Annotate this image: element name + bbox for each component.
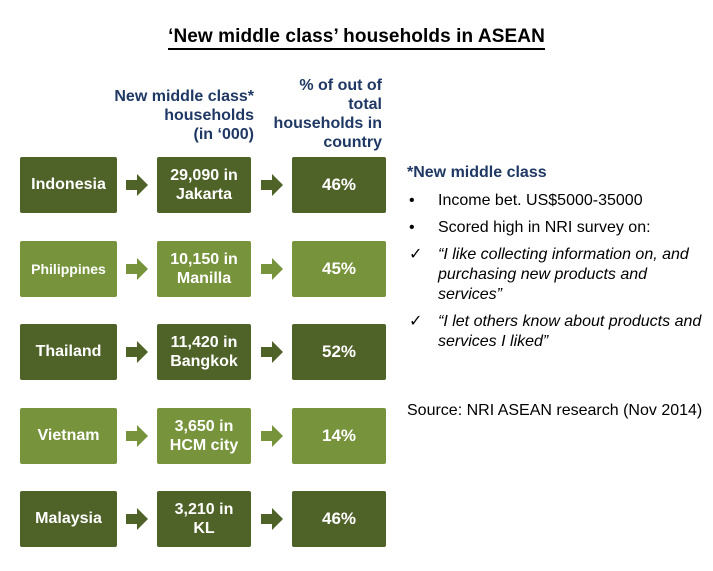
arrow-right-icon	[126, 341, 148, 363]
quote-text: “I let others know about products and se…	[438, 313, 702, 350]
arrow-right-icon	[261, 174, 283, 196]
percent-box: 45%	[292, 241, 386, 297]
checkmark-icon: ✓	[409, 313, 423, 330]
bullet-text: Income bet. US$5000-35000	[438, 192, 643, 209]
arrow-right-icon	[126, 258, 148, 280]
percent-box: 46%	[292, 491, 386, 547]
check-item: ✓ “I like collecting information on, and…	[407, 245, 707, 305]
arrow-right-icon	[261, 425, 283, 447]
percent-box: 14%	[292, 408, 386, 464]
arrow-right-icon	[261, 341, 283, 363]
source-note: Source: NRI ASEAN research (Nov 2014)	[407, 402, 703, 419]
arrow-right-icon	[126, 425, 148, 447]
households-box: 10,150 in Manilla	[157, 241, 251, 297]
arrow-right-icon	[126, 174, 148, 196]
bullet-icon: •	[409, 192, 415, 209]
row-malaysia: Malaysia 3,210 in KL 46%	[0, 491, 400, 547]
column-header-households: New middle class* households (in ‘000)	[114, 88, 254, 143]
bullet-icon: •	[409, 219, 415, 236]
arrow-right-icon	[126, 508, 148, 530]
row-thailand: Thailand 11,420 in Bangkok 52%	[0, 324, 400, 380]
arrow-right-icon	[261, 508, 283, 530]
column-header-percent: % of out of total households in country	[273, 77, 382, 151]
bullet-item: • Scored high in NRI survey on:	[407, 218, 707, 238]
percent-box: 52%	[292, 324, 386, 380]
notes-heading: *New middle class	[407, 164, 547, 181]
households-box: 3,210 in KL	[157, 491, 251, 547]
households-box: 29,090 in Jakarta	[157, 157, 251, 213]
households-box: 3,650 in HCM city	[157, 408, 251, 464]
bullet-item: • Income bet. US$5000-35000	[407, 191, 707, 211]
definition-notes: *New middle class • Income bet. US$5000-…	[407, 163, 707, 422]
bullet-text: Scored high in NRI survey on:	[438, 219, 651, 236]
check-item: ✓ “I let others know about products and …	[407, 312, 707, 352]
percent-box: 46%	[292, 157, 386, 213]
quote-text: “I like collecting information on, and p…	[438, 246, 689, 303]
country-box: Philippines	[20, 241, 117, 297]
country-box: Indonesia	[20, 157, 117, 213]
row-indonesia: Indonesia 29,090 in Jakarta 46%	[0, 157, 400, 213]
checkmark-icon: ✓	[409, 246, 423, 263]
country-box: Vietnam	[20, 408, 117, 464]
diagram-title: ‘New middle class’ households in ASEAN	[0, 26, 713, 50]
row-vietnam: Vietnam 3,650 in HCM city 14%	[0, 408, 400, 464]
arrow-right-icon	[261, 258, 283, 280]
country-box: Malaysia	[20, 491, 117, 547]
row-philippines: Philippines 10,150 in Manilla 45%	[0, 241, 400, 297]
households-box: 11,420 in Bangkok	[157, 324, 251, 380]
country-box: Thailand	[20, 324, 117, 380]
